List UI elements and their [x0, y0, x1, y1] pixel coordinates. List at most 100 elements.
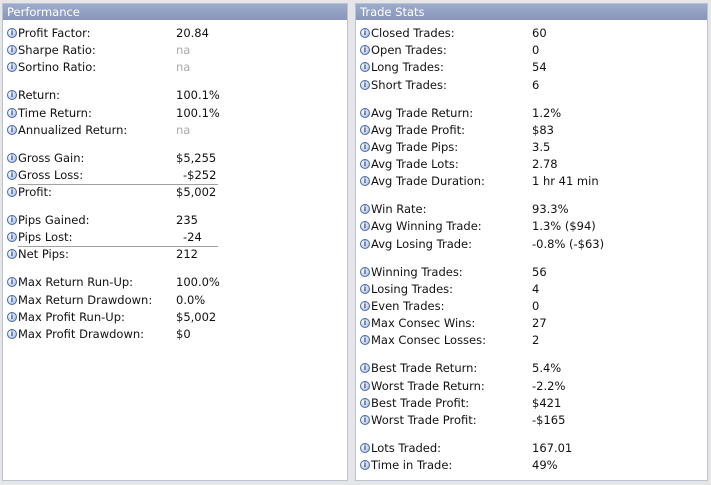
- stat-value: 5.4%: [532, 361, 562, 376]
- stat-row-worst-trade-profit: i Worst Trade Profit: -$165: [356, 412, 707, 429]
- info-icon[interactable]: i: [7, 232, 17, 243]
- stat-label: Return:: [18, 88, 61, 103]
- stat-value: 4: [532, 281, 540, 296]
- stat-value: 2.78: [532, 157, 558, 172]
- info-icon[interactable]: i: [360, 238, 370, 249]
- stat-row-best-trade-profit: i Best Trade Profit: $421: [356, 395, 707, 412]
- stat-value: $421: [532, 395, 562, 410]
- stat-value: 1.3% ($94): [532, 219, 596, 234]
- info-icon[interactable]: i: [360, 124, 370, 135]
- info-icon[interactable]: i: [360, 363, 370, 374]
- stat-label: Avg Losing Trade:: [371, 236, 472, 251]
- info-icon[interactable]: i: [7, 311, 17, 322]
- stat-row-avg-trade-return: i Avg Trade Return: 1.2%: [356, 105, 707, 122]
- info-icon[interactable]: i: [360, 28, 370, 38]
- info-icon[interactable]: i: [7, 169, 17, 180]
- info-icon[interactable]: i: [360, 397, 370, 408]
- stat-value: 100.1%: [176, 88, 220, 103]
- info-icon[interactable]: i: [360, 141, 370, 152]
- stat-row-max-profit-drawdown: i Max Profit Drawdown: $0: [3, 326, 347, 343]
- info-icon[interactable]: i: [7, 152, 17, 163]
- info-icon[interactable]: i: [360, 176, 370, 187]
- stat-value: -24: [183, 230, 202, 245]
- stat-row-return: i Return: 100.1%: [3, 87, 347, 104]
- stat-row-lots-traded: i Lots Traded: 167.01: [356, 440, 707, 457]
- info-icon[interactable]: i: [360, 62, 370, 73]
- stat-row-avg-trade-profit: i Avg Trade Profit: $83: [356, 122, 707, 139]
- info-icon[interactable]: i: [360, 442, 370, 453]
- info-icon[interactable]: i: [7, 187, 17, 198]
- stat-label: Avg Trade Lots:: [371, 157, 459, 172]
- info-icon[interactable]: i: [360, 283, 370, 294]
- stat-label: Avg Winning Trade:: [371, 219, 482, 234]
- info-icon[interactable]: i: [360, 301, 370, 312]
- stat-value: $83: [532, 122, 554, 137]
- info-icon[interactable]: i: [360, 335, 370, 346]
- stat-value: 93.3%: [532, 202, 569, 217]
- stat-label: Time in Trade:: [371, 458, 453, 473]
- stat-row-net-pips: i Net Pips: 212: [3, 246, 347, 263]
- info-icon[interactable]: i: [7, 45, 17, 56]
- stat-row-losing-trades: i Losing Trades: 4: [356, 281, 707, 298]
- stat-value: 60: [532, 26, 547, 40]
- stat-row-gross-loss: i Gross Loss: -$252: [3, 167, 347, 184]
- info-icon[interactable]: i: [7, 215, 17, 226]
- info-icon[interactable]: i: [7, 28, 17, 38]
- info-icon[interactable]: i: [360, 221, 370, 232]
- info-icon[interactable]: i: [360, 79, 370, 90]
- stat-row-time-in-trade: i Time in Trade: 49%: [356, 457, 707, 474]
- info-icon[interactable]: i: [360, 460, 370, 471]
- stat-row-max-return-run-up: i Max Return Run-Up: 100.0%: [3, 274, 347, 291]
- info-icon[interactable]: i: [360, 414, 370, 425]
- stat-row-avg-winning-trade: i Avg Winning Trade: 1.3% ($94): [356, 218, 707, 235]
- stat-label: Worst Trade Profit:: [371, 412, 477, 427]
- stat-value: 6: [532, 77, 540, 92]
- stat-value: na: [176, 122, 191, 137]
- performance-rows: i Profit Factor: 20.84 i Sharpe Ratio: n…: [3, 20, 347, 343]
- stat-row-best-trade-return: i Best Trade Return: 5.4%: [356, 360, 707, 377]
- stat-value: -0.8% (-$63): [532, 236, 605, 251]
- info-icon[interactable]: i: [7, 277, 17, 288]
- stat-label: Profit:: [18, 185, 52, 200]
- stat-label: Long Trades:: [371, 60, 444, 75]
- stat-label: Pips Lost:: [18, 230, 73, 245]
- stat-label: Profit Factor:: [18, 26, 91, 40]
- stat-value: 49%: [532, 458, 558, 473]
- info-icon[interactable]: i: [360, 318, 370, 329]
- info-icon[interactable]: i: [360, 159, 370, 170]
- stat-value: $5,002: [176, 185, 217, 200]
- stat-row-profit-factor: i Profit Factor: 20.84: [3, 25, 347, 42]
- info-icon[interactable]: i: [360, 45, 370, 56]
- info-icon[interactable]: i: [360, 266, 370, 277]
- stat-label: Avg Trade Profit:: [371, 122, 465, 137]
- stat-label: Losing Trades:: [371, 281, 454, 296]
- stat-value: 1 hr 41 min: [532, 174, 599, 189]
- stat-value: na: [176, 60, 191, 75]
- stat-value: 235: [176, 213, 198, 228]
- info-icon[interactable]: i: [7, 249, 17, 260]
- info-icon[interactable]: i: [360, 107, 370, 118]
- stat-row-max-profit-run-up: i Max Profit Run-Up: $5,002: [3, 309, 347, 326]
- info-icon[interactable]: i: [7, 329, 17, 339]
- stat-label: Best Trade Return:: [371, 361, 478, 376]
- stat-value: 27: [532, 316, 547, 331]
- info-icon[interactable]: i: [7, 294, 17, 305]
- info-icon[interactable]: i: [7, 62, 17, 73]
- info-icon[interactable]: i: [7, 107, 17, 118]
- stat-row-gross-gain: i Gross Gain: $5,255: [3, 150, 347, 167]
- stat-row-time-return: i Time Return: 100.1%: [3, 105, 347, 122]
- info-icon[interactable]: i: [360, 204, 370, 215]
- info-icon[interactable]: i: [360, 380, 370, 391]
- performance-header: Performance: [3, 4, 347, 20]
- stat-row-pips-gained: i Pips Gained: 235: [3, 212, 347, 229]
- stat-value: $0: [176, 327, 191, 341]
- stat-value: 100.0%: [176, 275, 220, 290]
- stat-label: Even Trades:: [371, 299, 445, 314]
- stat-value: 0: [532, 299, 540, 314]
- info-icon[interactable]: i: [7, 124, 17, 135]
- stat-row-max-consec-losses: i Max Consec Losses: 2: [356, 332, 707, 349]
- stat-label: Max Profit Drawdown:: [18, 327, 145, 341]
- trade-stats-header: Trade Stats: [356, 4, 707, 20]
- info-icon[interactable]: i: [7, 90, 17, 101]
- stat-label: Avg Trade Return:: [371, 105, 474, 120]
